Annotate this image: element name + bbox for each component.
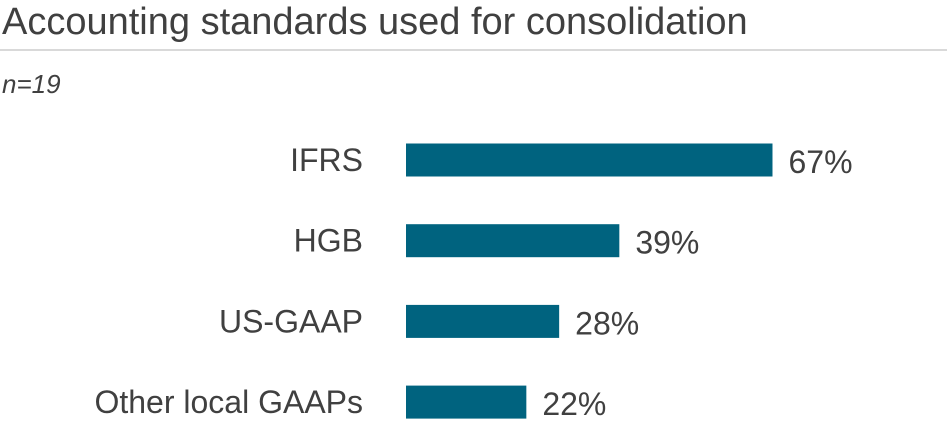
title-divider xyxy=(0,49,947,51)
category-label: IFRS xyxy=(290,142,363,178)
category-label: HGB xyxy=(294,223,363,259)
bar xyxy=(406,385,527,419)
category-label: US-GAAP xyxy=(219,303,363,339)
chart-title: Accounting standards used for consolidat… xyxy=(2,1,748,43)
value-label: 22% xyxy=(542,386,606,422)
chart-subtitle: n=19 xyxy=(2,69,61,99)
bar xyxy=(406,143,773,177)
bar xyxy=(406,224,620,258)
bar xyxy=(406,304,560,338)
value-label: 39% xyxy=(635,225,699,261)
value-label: 67% xyxy=(788,144,852,180)
category-label: Other local GAAPs xyxy=(94,384,363,420)
value-label: 28% xyxy=(575,305,639,341)
